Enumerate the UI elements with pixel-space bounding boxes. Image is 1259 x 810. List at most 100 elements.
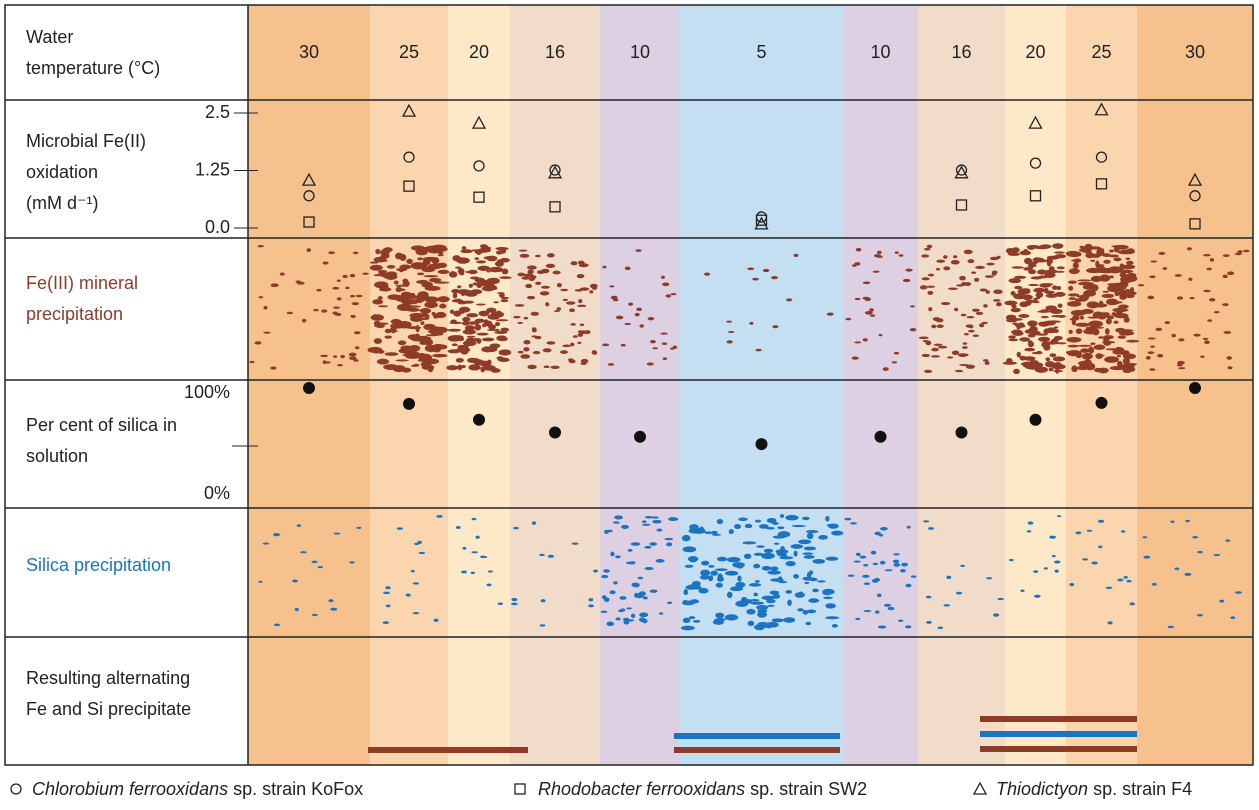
temperature-label: 25 [1091,42,1111,62]
dot [1067,293,1080,297]
dot [1147,337,1156,340]
dot [414,298,425,303]
dot [424,296,439,303]
dot [500,296,510,300]
dot [589,290,594,294]
dot [556,283,562,288]
dot [862,338,868,342]
dot [539,553,545,557]
dot [383,591,391,595]
dot [689,557,697,563]
dot [692,620,701,623]
dot [749,599,760,602]
dot [1111,245,1127,248]
square-marker [514,783,526,795]
dot [402,278,409,283]
dot [1018,314,1030,318]
dot [1114,291,1120,297]
dot [757,608,768,613]
dot [279,272,285,276]
dot [726,320,733,323]
circle-marker [1189,190,1201,202]
dot [1142,536,1148,539]
dot [406,260,412,263]
circle-marker [1095,151,1108,163]
dot [342,274,348,279]
dot [374,324,384,328]
dot [872,562,879,566]
dot [878,533,884,537]
dot [993,289,1003,295]
dot [1020,288,1031,291]
square-marker [1189,218,1201,230]
dot [747,267,755,271]
dot [986,577,993,580]
dot [882,367,889,371]
dot [1066,337,1082,343]
dot [1091,561,1098,565]
dot [621,524,629,529]
dot [1104,312,1110,318]
dot [629,561,636,565]
dot [477,265,491,271]
dot [732,562,745,568]
dot [333,532,341,535]
dot [448,271,458,278]
dot [487,359,492,366]
dot [863,609,872,613]
dot [1078,281,1094,286]
dot [313,308,319,312]
dot [664,537,674,541]
dot [804,581,810,585]
dot [410,262,426,270]
dot [710,570,718,576]
dot [467,321,480,325]
dot [984,361,990,366]
dot [1109,249,1114,253]
dot [786,298,793,302]
dot [642,596,648,600]
dot [791,524,806,528]
dot [351,302,360,306]
dot [496,356,504,361]
dot [996,302,1002,307]
dot [926,244,933,249]
dot [700,574,710,580]
dot [332,286,340,290]
dot [496,310,502,316]
dot [744,523,753,529]
dot [254,341,262,345]
dot [1031,362,1044,368]
dot [1126,291,1137,296]
dot [1051,285,1058,290]
dot [819,560,825,563]
dot [489,343,501,349]
circle-marker [403,151,415,163]
dot [1013,293,1027,300]
dot [854,341,862,344]
dot [946,356,954,359]
row-lines [4,4,1254,766]
square-marker [303,216,315,228]
dot [612,298,619,302]
legend-entry: Rhodobacter ferrooxidans sp. strain SW2 [538,779,867,799]
dot [420,321,425,325]
y-tick-label: 2.5 [205,102,230,122]
dot [462,329,477,335]
dot [909,328,917,332]
dot [785,514,799,521]
y-tick-label: 0.0 [205,217,230,237]
dot [921,353,930,358]
dot [497,292,505,295]
row-label: Water [26,27,73,47]
dot [570,342,575,347]
dot [769,590,780,595]
dot [311,613,318,617]
dot [639,617,646,622]
dot [926,285,936,288]
dot [773,542,780,545]
dot [1012,331,1024,336]
dot [825,556,839,561]
dot [1068,329,1073,334]
dot [497,602,504,606]
